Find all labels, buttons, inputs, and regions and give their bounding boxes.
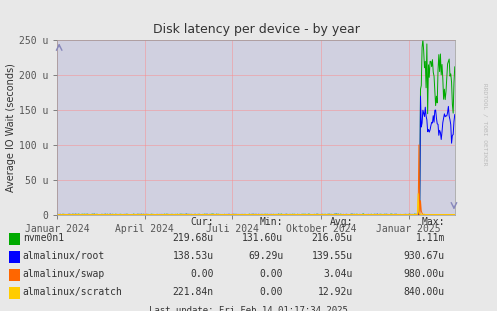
Text: 930.67u: 930.67u <box>404 251 445 261</box>
Text: Max:: Max: <box>421 217 445 227</box>
Text: Last update: Fri Feb 14 01:17:34 2025: Last update: Fri Feb 14 01:17:34 2025 <box>149 305 348 311</box>
Text: 0.00: 0.00 <box>260 269 283 279</box>
Text: 0.00: 0.00 <box>190 269 214 279</box>
Text: Min:: Min: <box>260 217 283 227</box>
Text: 138.53u: 138.53u <box>172 251 214 261</box>
Text: 216.05u: 216.05u <box>312 233 353 243</box>
Text: almalinux/scratch: almalinux/scratch <box>23 287 123 297</box>
Text: 12.92u: 12.92u <box>318 287 353 297</box>
Text: RRDTOOL / TOBI OETIKER: RRDTOOL / TOBI OETIKER <box>482 83 487 166</box>
Y-axis label: Average IO Wait (seconds): Average IO Wait (seconds) <box>6 63 16 192</box>
Text: 840.00u: 840.00u <box>404 287 445 297</box>
Text: almalinux/root: almalinux/root <box>23 251 105 261</box>
Text: 219.68u: 219.68u <box>172 233 214 243</box>
Text: 139.55u: 139.55u <box>312 251 353 261</box>
Text: 1.11m: 1.11m <box>415 233 445 243</box>
Text: Cur:: Cur: <box>190 217 214 227</box>
Title: Disk latency per device - by year: Disk latency per device - by year <box>153 24 359 36</box>
Text: 0.00: 0.00 <box>260 287 283 297</box>
Text: nvme0n1: nvme0n1 <box>23 233 64 243</box>
Text: almalinux/swap: almalinux/swap <box>23 269 105 279</box>
Text: 131.60u: 131.60u <box>242 233 283 243</box>
Text: 980.00u: 980.00u <box>404 269 445 279</box>
Text: 221.84n: 221.84n <box>172 287 214 297</box>
Text: 3.04u: 3.04u <box>324 269 353 279</box>
Text: Avg:: Avg: <box>330 217 353 227</box>
Text: 69.29u: 69.29u <box>248 251 283 261</box>
